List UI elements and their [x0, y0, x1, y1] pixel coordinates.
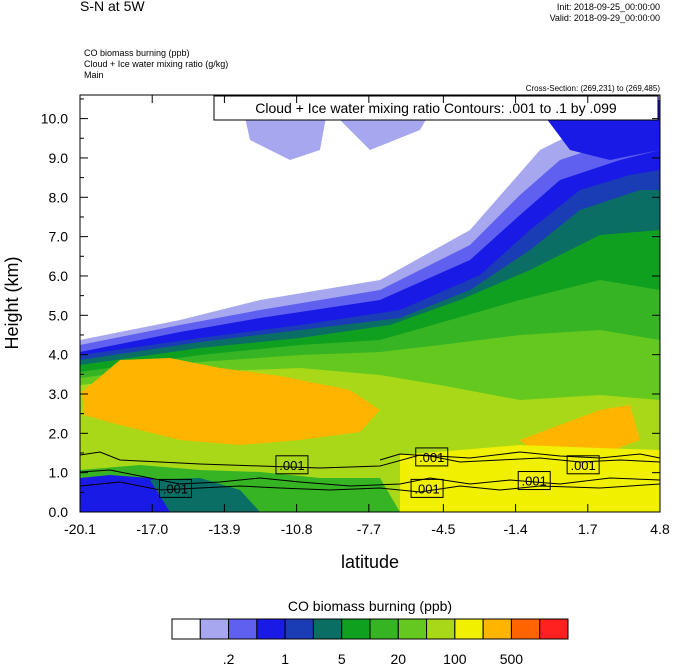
field-layer-orange-right — [520, 405, 640, 458]
colorbar-title: CO biomass burning (ppb) — [288, 598, 452, 614]
colorbar-swatch — [341, 618, 371, 640]
contour-label: .001 — [279, 458, 304, 473]
colorbar-swatch — [199, 618, 230, 640]
x-tick-label: -13.9 — [208, 521, 240, 537]
cross-section-label: Cross-Section: (269,231) to (269,485) — [525, 84, 660, 93]
y-tick-label: 0.0 — [49, 504, 69, 520]
contour-labels: .001 .001 .001 .001 .001 .001 — [159, 447, 600, 498]
colorbar-swatch — [454, 618, 484, 640]
colorbar-label: 500 — [500, 651, 524, 667]
colorbar-swatch — [284, 618, 314, 640]
y-tick-label: 8.0 — [49, 189, 69, 205]
colorbar-label: 1 — [281, 651, 289, 667]
colorbar-swatch — [482, 618, 512, 640]
y-axis-label: Height (km) — [2, 256, 22, 349]
contour-label-box — [410, 478, 444, 498]
x-tick-label: -4.5 — [431, 521, 455, 537]
contour-info-text: Cloud + Ice water mixing ratio Contours:… — [255, 100, 617, 116]
co-shaded-field — [80, 95, 660, 512]
x-tick-label: -17.0 — [136, 521, 168, 537]
plot-title: S-N at 5W — [80, 0, 145, 14]
colorbar-swatch — [312, 618, 343, 640]
contour-label-box — [566, 455, 600, 475]
x-tick-label: 4.8 — [650, 521, 670, 537]
x-tick-label: 1.7 — [578, 521, 598, 537]
x-axis: -20.1 -17.0 -13.9 -10.8 -7.7 -4.5 -1.4 1.7 4.8 — [64, 95, 670, 537]
x-axis-label: latitude — [341, 552, 399, 572]
field-line-co: CO biomass burning (ppb) — [84, 48, 190, 58]
field-layer-low-teal — [150, 478, 260, 512]
y-tick-label: 7.0 — [49, 229, 69, 245]
y-tick-label: 10.0 — [41, 111, 68, 127]
colorbar-label: 20 — [390, 651, 406, 667]
colorbar-labels: .2 1 5 20 100 500 — [223, 651, 524, 667]
y-tick-label: 6.0 — [49, 268, 69, 284]
contour-info-box — [213, 95, 659, 121]
contour-label-box — [159, 478, 193, 498]
x-tick-label: -10.8 — [281, 521, 313, 537]
run-time-info: Init: 2018-09-25_00:00:00 Valid: 2018-09… — [550, 2, 660, 24]
y-axis: 0.0 1.0 2.0 3.0 4.0 5.0 6.0 7.0 8.0 9.0 10.0 — [41, 98, 660, 520]
colorbar-swatch — [171, 618, 201, 640]
colorbar-label: 5 — [338, 651, 346, 667]
contour-label-box — [415, 447, 449, 467]
contour-label: .001 — [522, 474, 547, 489]
field-line-domain: Main — [84, 70, 104, 80]
contour-label: .001 — [570, 458, 595, 473]
y-tick-label: 3.0 — [49, 386, 69, 402]
colorbar-swatch — [397, 618, 428, 640]
valid-time: Valid: 2018-09-29_00:00:00 — [549, 13, 660, 23]
contour-label-box — [275, 455, 309, 475]
y-tick-label: 5.0 — [49, 307, 69, 323]
colorbar-swatch — [256, 618, 286, 640]
contour-label: .001 — [419, 450, 444, 465]
y-tick-label: 4.0 — [49, 347, 69, 363]
colorbar-swatch — [228, 618, 258, 640]
contour-label: .001 — [414, 481, 439, 496]
y-tick-label: 1.0 — [49, 465, 69, 481]
field-descriptions: CO biomass burning (ppb) Cloud + Ice wat… — [84, 48, 228, 81]
x-tick-label: -1.4 — [504, 521, 528, 537]
x-tick-label: -7.7 — [357, 521, 381, 537]
colorbar-swatch — [369, 618, 399, 640]
plot-frame — [79, 94, 661, 513]
colorbar-swatch — [539, 618, 569, 640]
init-time: Init: 2018-09-25_00:00:00 — [556, 2, 660, 12]
contour-label-box — [517, 471, 551, 491]
field-line-cloud: Cloud + Ice water mixing ratio (g/kg) — [84, 59, 229, 69]
colorbar-label: 100 — [443, 651, 467, 667]
y-tick-label: 2.0 — [49, 425, 69, 441]
colorbar — [171, 618, 569, 640]
contour-label: .001 — [163, 481, 188, 496]
colorbar-swatch — [510, 618, 541, 640]
field-layer-orange — [82, 358, 380, 445]
x-tick-label: -20.1 — [64, 521, 96, 537]
colorbar-label: .2 — [223, 651, 235, 667]
colorbar-swatch — [426, 618, 456, 640]
y-tick-label: 9.0 — [49, 150, 69, 166]
